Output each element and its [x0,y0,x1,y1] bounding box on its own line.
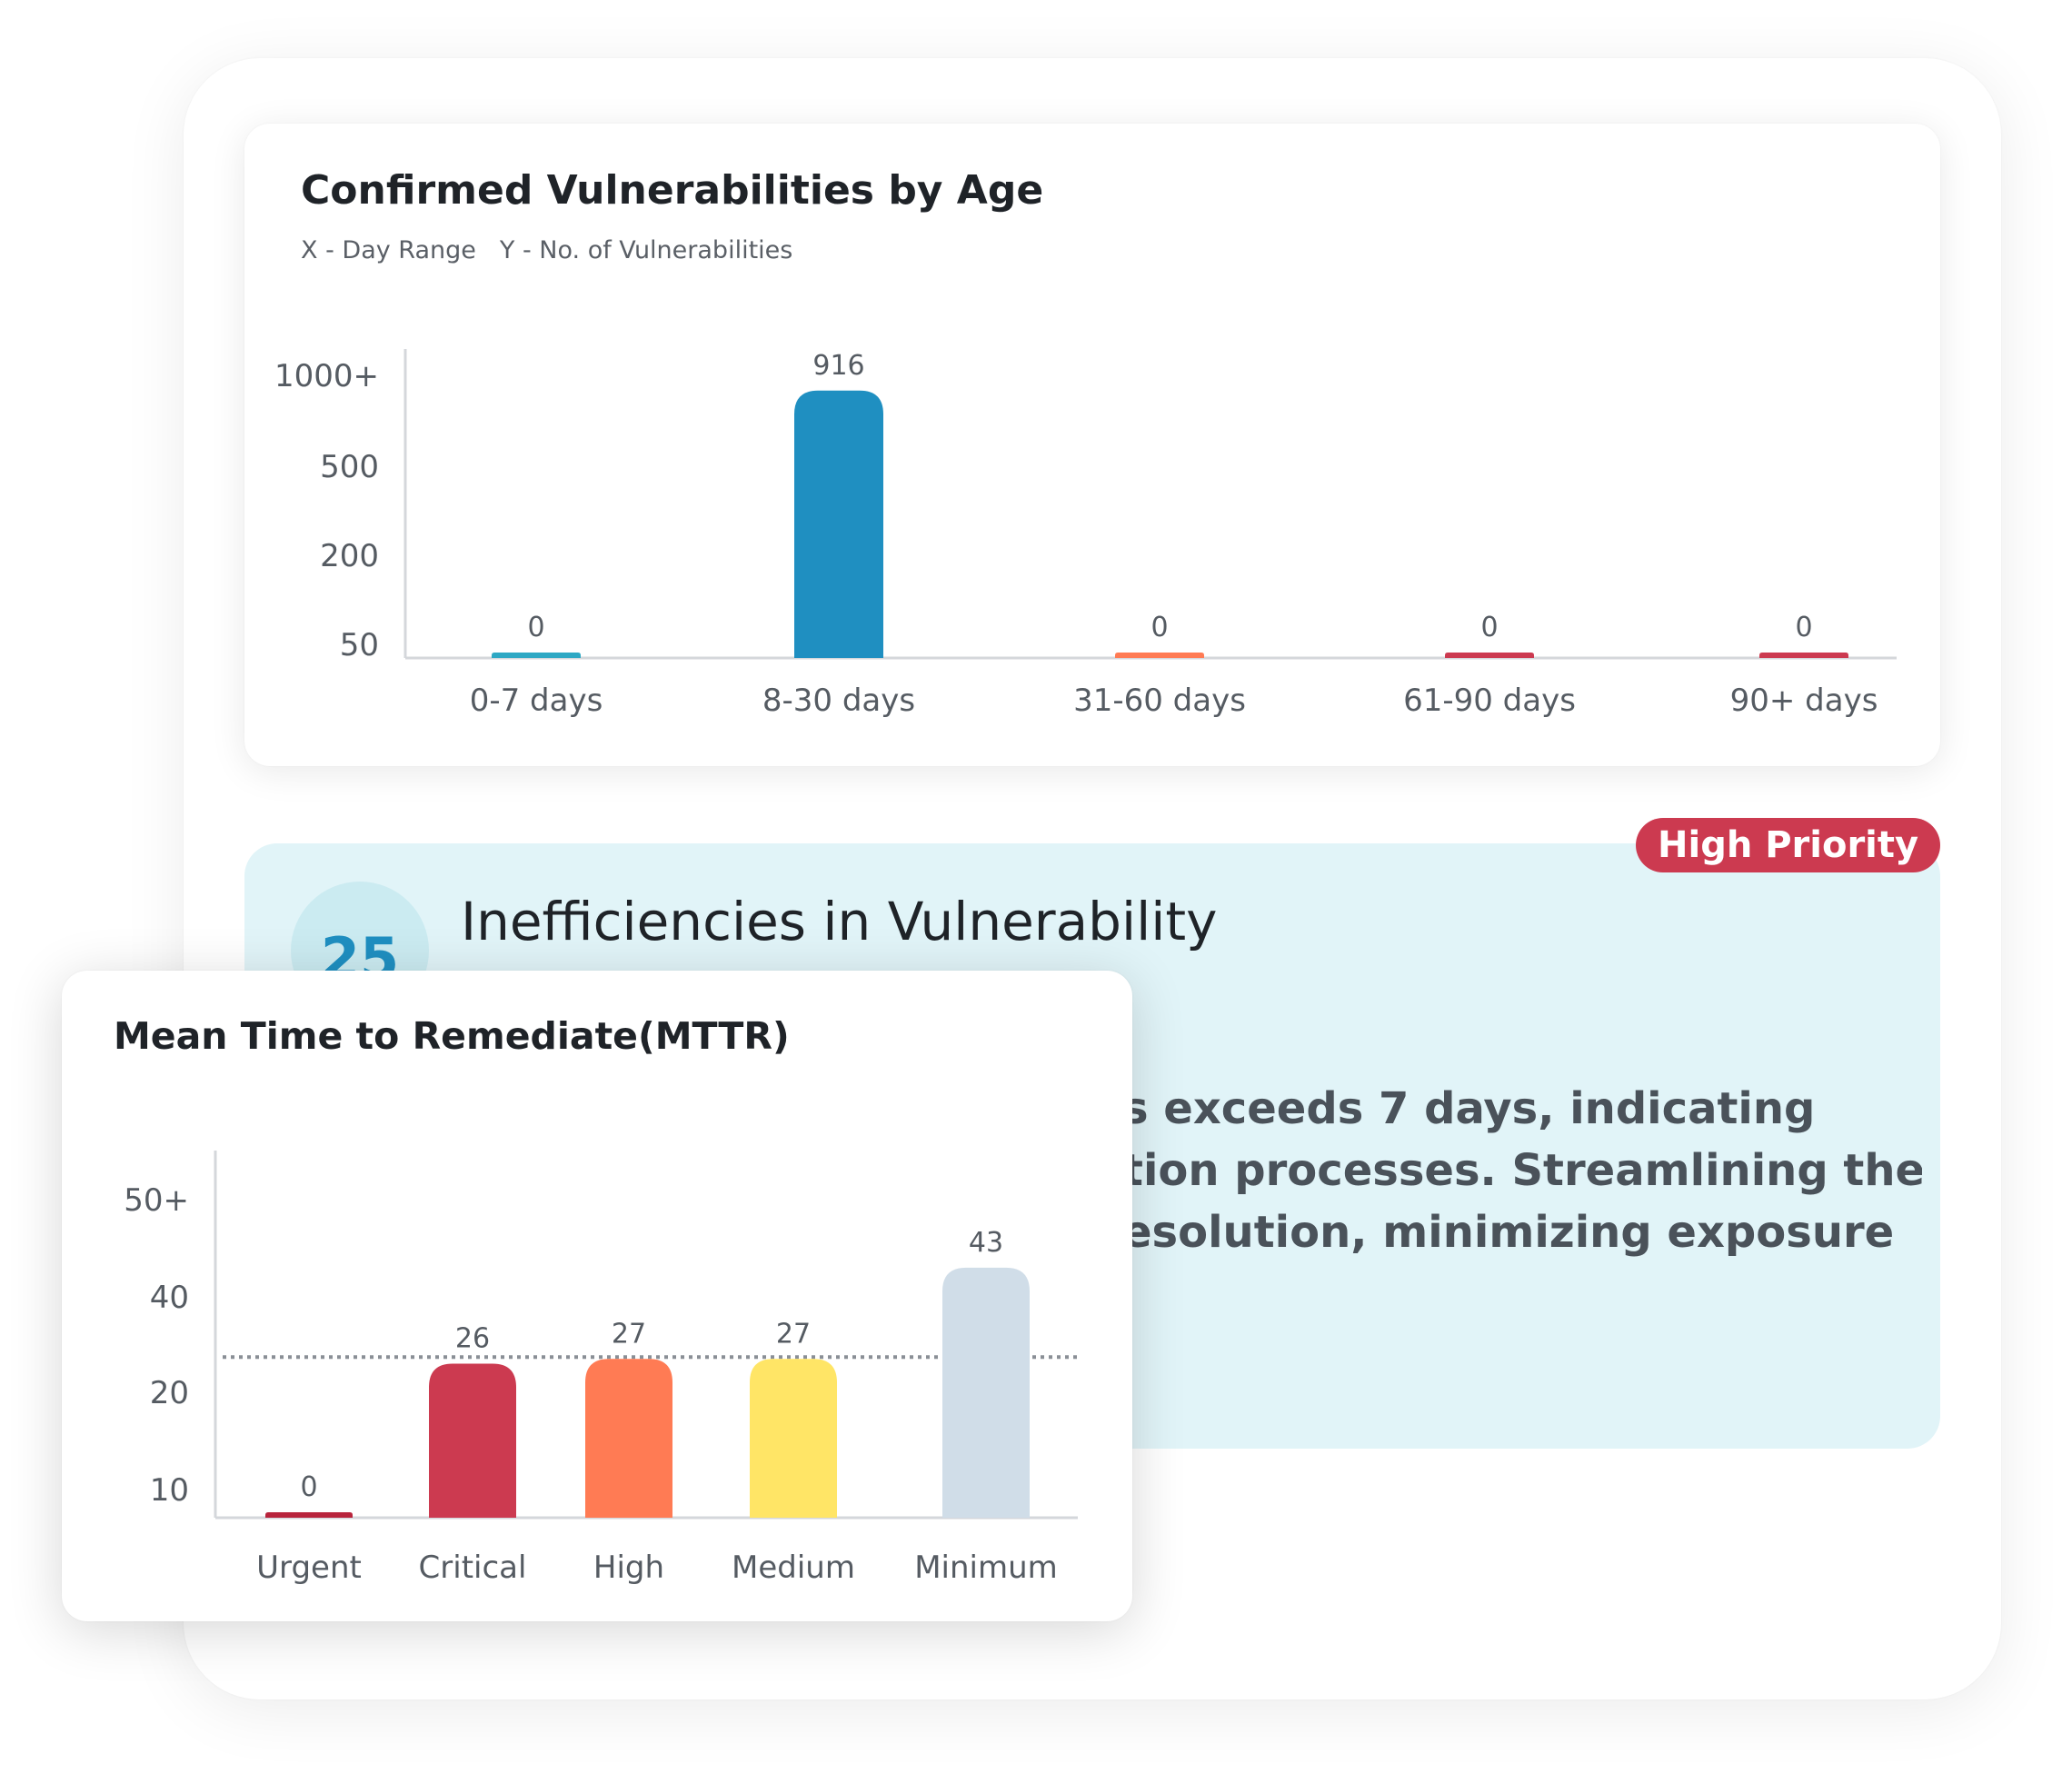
y-axis-note: Y - No. of Vulnerabilities [499,236,793,264]
x-tick-label: 8-30 days [762,683,915,719]
x-tick-label: 61-90 days [1403,683,1576,719]
y-tick-label: 50 [340,627,379,663]
x-axis-note: X - Day Range [301,236,476,264]
data-label: 27 [776,1318,811,1350]
bar [429,1363,516,1518]
bar [750,1359,837,1518]
y-tick-label: 500 [320,449,379,485]
data-label: 27 [612,1318,646,1350]
x-tick-label: 0-7 days [470,683,603,719]
mttr-bar-chart: 10 20 40 50+ 0 Urgent 26 Critical 27 High 27 Medium… [124,1151,1078,1586]
y-tick-label: 10 [150,1472,189,1509]
y-tick-label: 50+ [124,1182,189,1219]
x-tick-label: High [593,1550,664,1586]
insight-body-line: esolution, minimizing exposure [1122,1207,1895,1258]
vulnerabilities-by-age-card: Confirmed Vulnerabilities by Age X - Day… [244,124,1940,766]
bar [1115,653,1204,658]
insight-title: Inefficiencies in Vulnerability [461,891,1218,952]
bar [265,1512,353,1518]
x-tick-label: 90+ days [1730,683,1878,719]
data-label: 0 [1480,612,1498,643]
y-tick-label: 20 [150,1375,189,1411]
x-tick-label: Urgent [256,1550,362,1586]
bar [492,653,581,658]
age-bar-chart: 50 200 500 1000+ 0 0-7 days 916 8-30 days 0 31-60… [274,349,1897,719]
x-tick-label: Medium [732,1550,855,1586]
bar [585,1359,672,1518]
data-label: 0 [1795,612,1812,643]
x-tick-label: Minimum [914,1550,1058,1586]
data-label: 0 [527,612,544,643]
bar [1759,653,1848,658]
mttr-chart-title: Mean Time to Remediate(MTTR) [114,1014,790,1058]
data-label: 916 [812,350,864,382]
data-label: 0 [300,1471,317,1503]
data-label: 26 [455,1323,490,1355]
insight-body: s exceeds 7 days, indicating tion proces… [1122,1078,1922,1263]
insight-body-line: s exceeds 7 days, indicating [1122,1083,1816,1134]
age-chart-title: Confirmed Vulnerabilities by Age [301,167,1044,214]
data-label: 43 [969,1227,1003,1259]
y-tick-label: 40 [150,1280,189,1316]
insight-body-line: tion processes. Streamlining these [1122,1145,1922,1196]
x-tick-label: 31-60 days [1073,683,1246,719]
high-priority-badge: High Priority [1636,818,1941,872]
x-tick-label: Critical [419,1550,527,1586]
axis-legend-note: X - Day Range Y - No. of Vulnerabilities [301,236,792,264]
data-label: 0 [1151,612,1168,643]
y-tick-label: 1000+ [274,358,379,394]
bar [794,390,883,658]
y-tick-label: 200 [320,538,379,574]
mttr-card: Mean Time to Remediate(MTTR) 10 20 40 50+ 0 U… [62,971,1132,1621]
bar [1445,653,1534,658]
bar [942,1267,1030,1518]
